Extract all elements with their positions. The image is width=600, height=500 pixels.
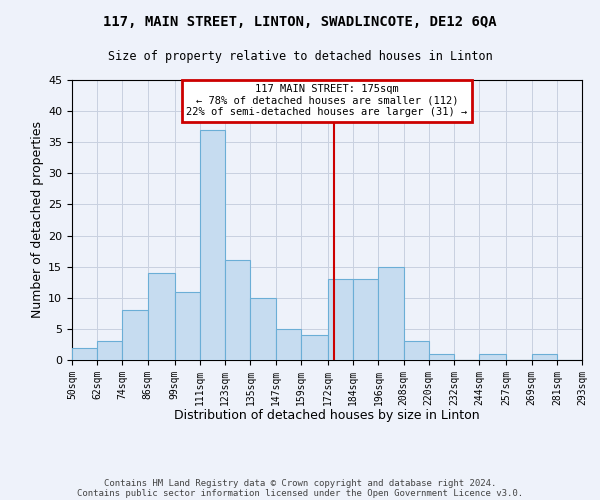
Bar xyxy=(479,354,506,360)
Bar xyxy=(97,342,122,360)
Bar xyxy=(200,130,225,360)
Bar xyxy=(275,329,301,360)
Bar xyxy=(250,298,275,360)
Bar xyxy=(175,292,200,360)
Text: 117 MAIN STREET: 175sqm
← 78% of detached houses are smaller (112)
22% of semi-d: 117 MAIN STREET: 175sqm ← 78% of detache… xyxy=(187,84,467,117)
Bar xyxy=(122,310,148,360)
Text: Size of property relative to detached houses in Linton: Size of property relative to detached ho… xyxy=(107,50,493,63)
Bar xyxy=(404,342,429,360)
Bar xyxy=(72,348,97,360)
Text: Contains public sector information licensed under the Open Government Licence v3: Contains public sector information licen… xyxy=(77,488,523,498)
Bar xyxy=(225,260,250,360)
Bar xyxy=(301,335,328,360)
Bar xyxy=(353,279,379,360)
Bar xyxy=(532,354,557,360)
Text: 117, MAIN STREET, LINTON, SWADLINCOTE, DE12 6QA: 117, MAIN STREET, LINTON, SWADLINCOTE, D… xyxy=(103,15,497,29)
Bar xyxy=(148,273,175,360)
Bar xyxy=(379,266,404,360)
Bar xyxy=(328,279,353,360)
Bar xyxy=(429,354,454,360)
Y-axis label: Number of detached properties: Number of detached properties xyxy=(31,122,44,318)
Text: Contains HM Land Registry data © Crown copyright and database right 2024.: Contains HM Land Registry data © Crown c… xyxy=(104,478,496,488)
X-axis label: Distribution of detached houses by size in Linton: Distribution of detached houses by size … xyxy=(174,409,480,422)
